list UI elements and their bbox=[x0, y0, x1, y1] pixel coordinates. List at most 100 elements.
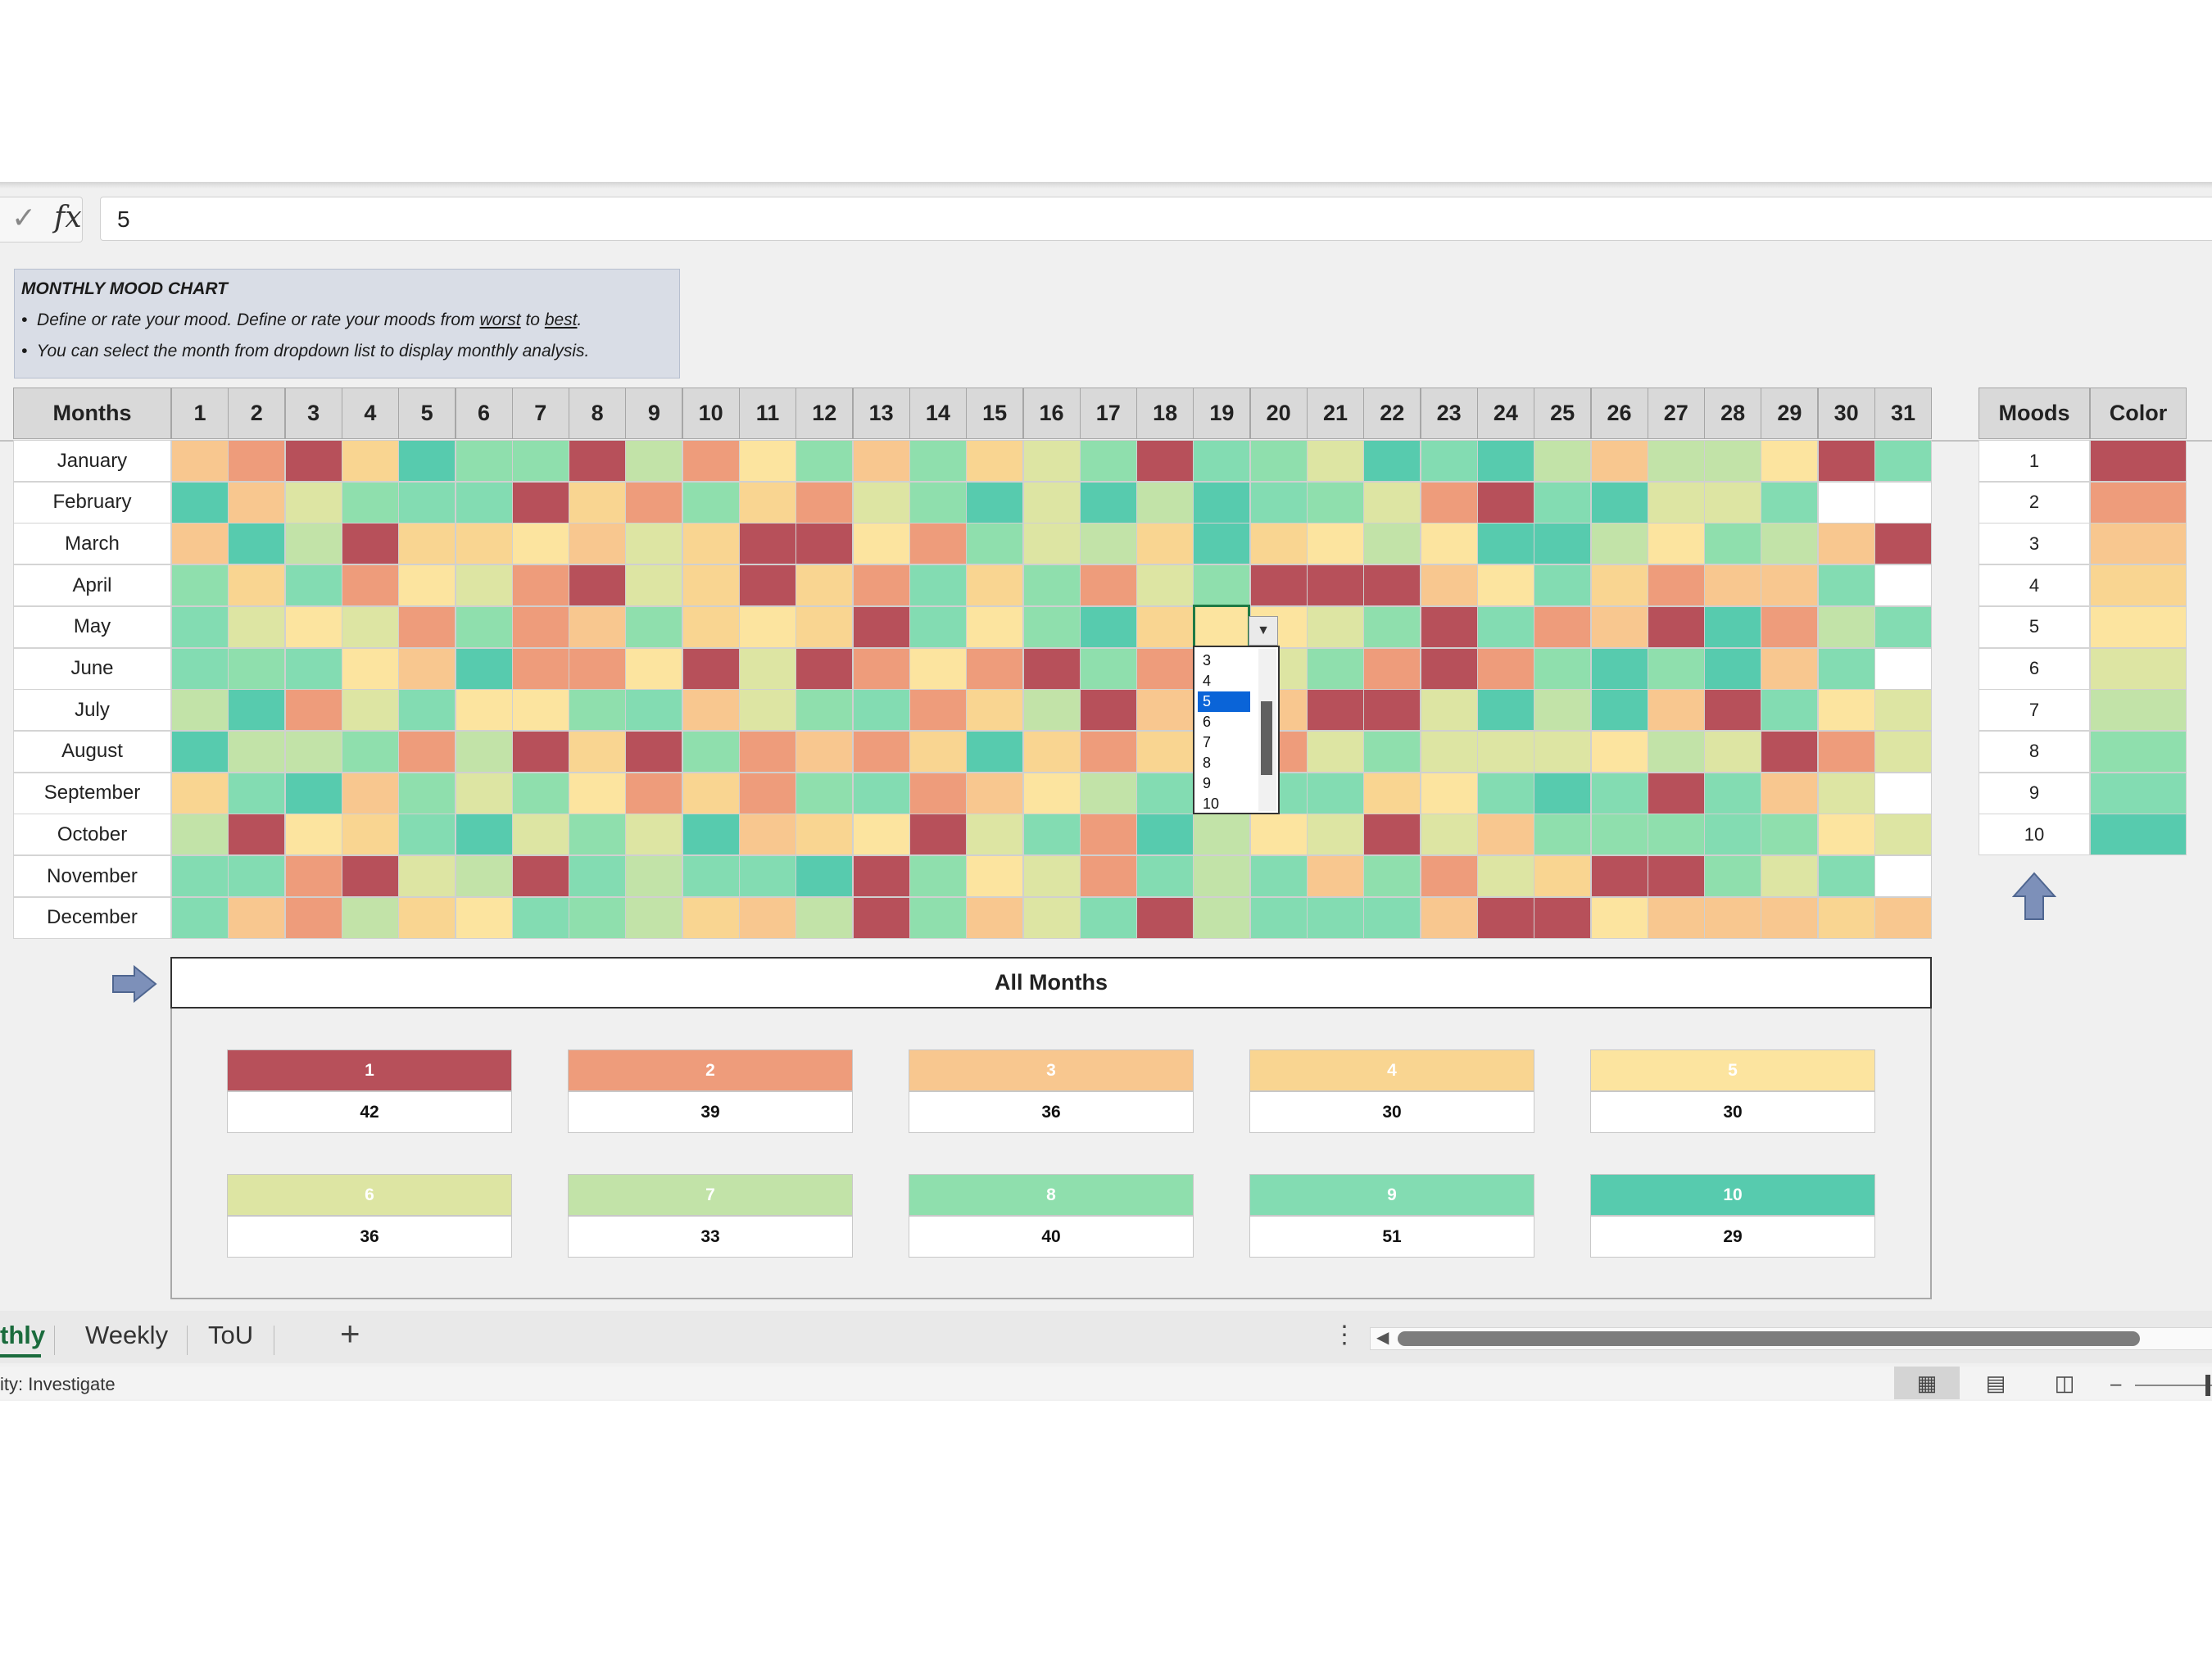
mood-cell[interactable] bbox=[1590, 855, 1648, 897]
selected-cell[interactable] bbox=[1193, 605, 1250, 648]
mood-cell[interactable] bbox=[1761, 689, 1819, 732]
mood-cell[interactable] bbox=[171, 523, 229, 565]
month-label[interactable]: April bbox=[13, 564, 171, 607]
mood-cell[interactable] bbox=[455, 689, 513, 732]
mood-cell[interactable] bbox=[1022, 772, 1081, 814]
mood-cell[interactable] bbox=[398, 772, 456, 814]
mood-cell[interactable] bbox=[1704, 647, 1762, 690]
mood-cell[interactable] bbox=[1193, 523, 1251, 565]
mood-cell[interactable] bbox=[284, 855, 342, 897]
mood-cell[interactable] bbox=[1534, 896, 1592, 939]
mood-cell[interactable] bbox=[966, 855, 1024, 897]
mood-cell[interactable] bbox=[1363, 772, 1421, 814]
dropdown-option[interactable]: 3 bbox=[1203, 652, 1212, 669]
tab-tou[interactable]: ToU bbox=[208, 1321, 254, 1349]
mood-cell[interactable] bbox=[284, 523, 342, 565]
mood-cell[interactable] bbox=[1363, 689, 1421, 732]
legend-color-swatch[interactable] bbox=[2090, 440, 2187, 482]
legend-mood-number[interactable]: 8 bbox=[1979, 730, 2090, 773]
legend-color-swatch[interactable] bbox=[2090, 605, 2187, 648]
tab-monthly[interactable]: thly bbox=[0, 1321, 46, 1349]
mood-cell[interactable] bbox=[1136, 855, 1194, 897]
mood-cell[interactable] bbox=[1363, 523, 1421, 565]
mood-cell[interactable] bbox=[1590, 730, 1648, 773]
mood-cell[interactable] bbox=[341, 814, 399, 856]
mood-cell[interactable] bbox=[511, 440, 569, 482]
mood-cell[interactable] bbox=[1136, 481, 1194, 524]
mood-cell[interactable] bbox=[966, 772, 1024, 814]
mood-cell[interactable] bbox=[682, 647, 740, 690]
mood-cell[interactable] bbox=[1647, 896, 1705, 939]
month-label[interactable]: February bbox=[13, 481, 171, 524]
mood-cell[interactable] bbox=[1534, 605, 1592, 648]
mood-cell[interactable] bbox=[1647, 814, 1705, 856]
mood-cell[interactable] bbox=[1590, 647, 1648, 690]
mood-cell[interactable] bbox=[796, 523, 854, 565]
mood-cell[interactable] bbox=[1874, 814, 1932, 856]
mood-cell[interactable] bbox=[284, 647, 342, 690]
check-icon[interactable]: ✓ bbox=[11, 201, 37, 234]
mood-cell[interactable] bbox=[1079, 855, 1137, 897]
mood-cell[interactable] bbox=[1193, 440, 1251, 482]
mood-cell[interactable] bbox=[1249, 855, 1308, 897]
mood-cell[interactable] bbox=[1874, 855, 1932, 897]
legend-mood-number[interactable]: 1 bbox=[1979, 440, 2090, 482]
mood-cell[interactable] bbox=[625, 605, 683, 648]
mood-cell[interactable] bbox=[171, 896, 229, 939]
mood-cell[interactable] bbox=[1874, 523, 1932, 565]
mood-cell[interactable] bbox=[1420, 814, 1478, 856]
mood-cell[interactable] bbox=[1249, 481, 1308, 524]
mood-cell[interactable] bbox=[284, 730, 342, 773]
mood-cell[interactable] bbox=[569, 689, 627, 732]
mood-cell[interactable] bbox=[228, 647, 286, 690]
mood-cell[interactable] bbox=[228, 523, 286, 565]
mood-cell[interactable] bbox=[625, 481, 683, 524]
mood-cell[interactable] bbox=[1136, 440, 1194, 482]
mood-cell[interactable] bbox=[1647, 605, 1705, 648]
mood-cell[interactable] bbox=[625, 647, 683, 690]
mood-cell[interactable] bbox=[1534, 855, 1592, 897]
mood-cell[interactable] bbox=[1476, 605, 1534, 648]
mood-cell[interactable] bbox=[1022, 647, 1081, 690]
mood-cell[interactable] bbox=[1136, 814, 1194, 856]
mood-cell[interactable] bbox=[569, 605, 627, 648]
mood-cell[interactable] bbox=[625, 855, 683, 897]
mood-cell[interactable] bbox=[682, 896, 740, 939]
mood-cell[interactable] bbox=[625, 564, 683, 607]
mood-cell[interactable] bbox=[511, 689, 569, 732]
mood-cell[interactable] bbox=[852, 647, 910, 690]
mood-cell[interactable] bbox=[228, 689, 286, 732]
scroll-left-icon[interactable]: ◀ bbox=[1376, 1329, 1389, 1347]
mood-cell[interactable] bbox=[1704, 896, 1762, 939]
mood-tile-count[interactable]: 29 bbox=[1590, 1216, 1875, 1258]
mood-cell[interactable] bbox=[625, 523, 683, 565]
mood-cell[interactable] bbox=[455, 814, 513, 856]
mood-cell[interactable] bbox=[1704, 772, 1762, 814]
mood-cell[interactable] bbox=[511, 730, 569, 773]
mood-cell[interactable] bbox=[1420, 523, 1478, 565]
mood-cell[interactable] bbox=[284, 605, 342, 648]
mood-cell[interactable] bbox=[1874, 481, 1932, 524]
mood-cell[interactable] bbox=[1704, 564, 1762, 607]
mood-cell[interactable] bbox=[1874, 647, 1932, 690]
mood-cell[interactable] bbox=[796, 647, 854, 690]
mood-cell[interactable] bbox=[1647, 481, 1705, 524]
mood-cell[interactable] bbox=[1079, 772, 1137, 814]
function-icon[interactable]: fx bbox=[54, 201, 82, 234]
mood-cell[interactable] bbox=[1363, 814, 1421, 856]
mood-cell[interactable] bbox=[1420, 605, 1478, 648]
mood-cell[interactable] bbox=[1307, 440, 1364, 482]
mood-cell[interactable] bbox=[1817, 647, 1875, 690]
mood-cell[interactable] bbox=[1704, 440, 1762, 482]
mood-cell[interactable] bbox=[284, 481, 342, 524]
mood-cell[interactable] bbox=[1420, 730, 1478, 773]
mood-cell[interactable] bbox=[852, 814, 910, 856]
mood-cell[interactable] bbox=[1647, 730, 1705, 773]
mood-tile-count[interactable]: 39 bbox=[568, 1091, 853, 1133]
mood-cell[interactable] bbox=[796, 730, 854, 773]
mood-cell[interactable] bbox=[966, 689, 1024, 732]
mood-cell[interactable] bbox=[682, 481, 740, 524]
mood-cell[interactable] bbox=[398, 481, 456, 524]
mood-cell[interactable] bbox=[511, 647, 569, 690]
month-label[interactable]: March bbox=[13, 523, 171, 565]
